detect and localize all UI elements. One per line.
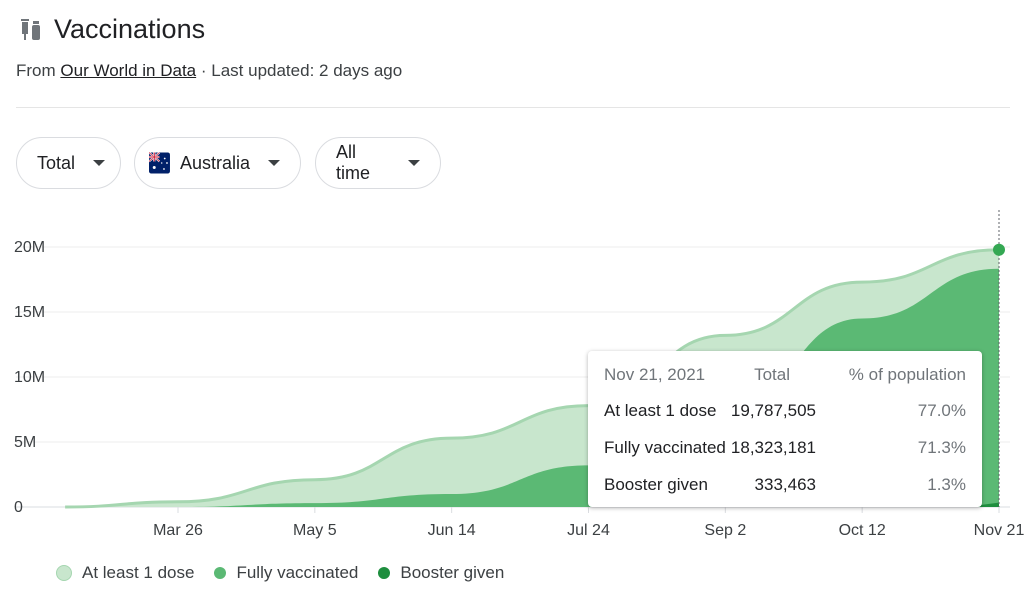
caret-down-icon (93, 160, 106, 166)
hover-point (993, 243, 1005, 256)
y-tick-label: 10M (14, 369, 45, 386)
tooltip-row: At least 1 dose 19,787,505 77.0% (604, 401, 966, 420)
page-title: Vaccinations (54, 14, 206, 44)
chart-tooltip: Nov 21, 2021 Total % of population At le… (588, 351, 982, 507)
line-at-least-1-dose (65, 248, 1000, 509)
x-tick-label: Jun 14 (428, 522, 476, 539)
australia-flag-icon (149, 151, 170, 174)
x-tick-label: May 5 (293, 522, 337, 539)
y-tick-label: 5M (14, 434, 36, 451)
legend-dot-icon (378, 567, 391, 579)
x-tick-label: Mar 26 (153, 522, 203, 539)
legend-item[interactable]: At least 1 dose (56, 563, 194, 583)
source-link[interactable]: Our World in Data (60, 61, 197, 80)
time-range-dropdown[interactable]: All time (315, 137, 441, 189)
x-tick-label: Sep 2 (704, 522, 746, 539)
x-tick-label: Nov 21 (974, 522, 1024, 539)
legend-item[interactable]: Fully vaccinated (214, 563, 358, 583)
y-tick-label: 0 (14, 499, 23, 516)
y-tick-label: 15M (14, 304, 45, 321)
tooltip-row: Fully vaccinated 18,323,181 71.3% (604, 438, 966, 457)
header-title: Vaccinations (18, 14, 205, 45)
caret-down-icon (268, 160, 280, 166)
legend-item[interactable]: Booster given (378, 563, 504, 583)
legend-dot-icon (56, 565, 72, 581)
y-tick-label: 20M (14, 239, 45, 256)
metric-dropdown[interactable]: Total (16, 137, 121, 189)
divider (16, 107, 1010, 108)
legend-dot-icon (214, 567, 227, 579)
syringe-vial-icon (21, 18, 40, 40)
caret-down-icon (408, 160, 420, 166)
x-tick-label: Jul 24 (567, 522, 610, 539)
country-dropdown[interactable]: Australia (134, 137, 301, 189)
chart-legend: At least 1 dose Fully vaccinated Booster… (56, 563, 504, 583)
x-tick-label: Oct 12 (839, 522, 886, 539)
tooltip-row: Booster given 333,463 1.3% (604, 475, 966, 494)
source-line: From Our World in Data · Last updated: 2… (16, 61, 403, 80)
